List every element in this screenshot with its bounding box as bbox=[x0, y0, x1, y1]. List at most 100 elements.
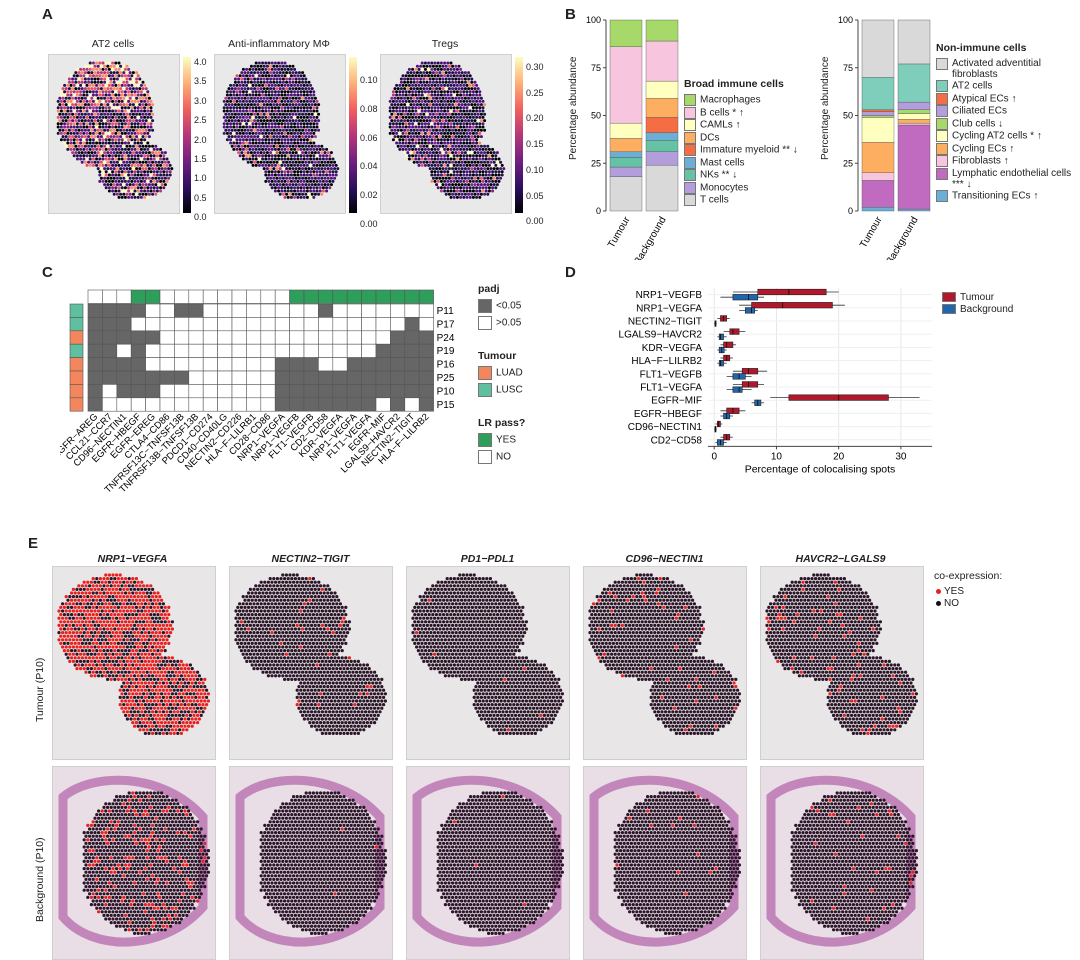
spot bbox=[90, 602, 93, 605]
spot bbox=[426, 119, 429, 122]
spot bbox=[138, 167, 141, 170]
spot bbox=[108, 624, 111, 627]
spot bbox=[416, 97, 419, 100]
spot bbox=[176, 710, 179, 713]
spot bbox=[147, 717, 150, 720]
spot bbox=[280, 158, 283, 161]
spot bbox=[312, 132, 315, 135]
spot bbox=[274, 164, 277, 167]
spot bbox=[94, 103, 97, 106]
spot bbox=[159, 158, 162, 161]
spot bbox=[290, 116, 293, 119]
spot bbox=[261, 164, 264, 167]
spot bbox=[461, 183, 464, 186]
spot bbox=[65, 645, 68, 648]
spot bbox=[71, 97, 74, 100]
spot bbox=[462, 132, 465, 135]
spot bbox=[432, 167, 435, 170]
spot bbox=[308, 87, 311, 90]
spot bbox=[312, 154, 315, 157]
spot bbox=[166, 174, 169, 177]
spot bbox=[448, 177, 451, 180]
spot bbox=[142, 627, 145, 630]
spot bbox=[65, 129, 68, 132]
spot bbox=[435, 65, 438, 68]
spot bbox=[239, 90, 242, 93]
spot bbox=[453, 116, 456, 119]
spot bbox=[185, 685, 188, 688]
spot bbox=[108, 581, 111, 584]
spot bbox=[129, 667, 132, 670]
spot bbox=[144, 653, 147, 656]
spot bbox=[244, 87, 247, 90]
spot bbox=[130, 100, 133, 103]
legend-item: Ciliated ECs bbox=[936, 105, 1007, 117]
map-title-tregs: Tregs bbox=[380, 38, 510, 50]
spot bbox=[446, 158, 449, 161]
spot bbox=[282, 78, 285, 81]
spot bbox=[467, 113, 470, 116]
nonimmune-legend-title: Non-immune cells bbox=[936, 42, 1026, 54]
spot bbox=[319, 180, 322, 183]
spot bbox=[450, 68, 453, 71]
spot bbox=[389, 126, 392, 129]
spot bbox=[73, 132, 76, 135]
spot bbox=[164, 183, 167, 186]
spot bbox=[284, 122, 287, 125]
spot bbox=[182, 678, 185, 681]
spot bbox=[482, 154, 485, 157]
spot bbox=[88, 671, 91, 674]
spot bbox=[94, 81, 97, 84]
spot bbox=[70, 100, 73, 103]
spot bbox=[97, 617, 100, 620]
spot bbox=[314, 167, 317, 170]
lr-pass-cell bbox=[131, 290, 145, 303]
spot bbox=[134, 74, 137, 77]
spot bbox=[93, 581, 96, 584]
spot bbox=[142, 177, 145, 180]
spot bbox=[143, 180, 146, 183]
spot bbox=[191, 667, 194, 670]
spot bbox=[124, 100, 127, 103]
spot bbox=[84, 649, 87, 652]
spot bbox=[115, 674, 118, 677]
spot bbox=[154, 145, 157, 148]
spot bbox=[148, 113, 151, 116]
spot bbox=[174, 692, 177, 695]
spot bbox=[480, 135, 483, 138]
spot bbox=[248, 126, 251, 129]
spot bbox=[156, 728, 159, 731]
bar-segment bbox=[646, 133, 678, 141]
y-tick-label: 75 bbox=[591, 63, 601, 73]
spot bbox=[132, 167, 135, 170]
spot bbox=[81, 599, 84, 602]
spot bbox=[478, 170, 481, 173]
spot bbox=[419, 103, 422, 106]
spot bbox=[429, 129, 432, 132]
spot bbox=[285, 113, 288, 116]
spot bbox=[432, 145, 435, 148]
spot bbox=[118, 116, 121, 119]
spot bbox=[183, 703, 186, 706]
spot bbox=[87, 65, 90, 68]
spot bbox=[124, 642, 127, 645]
spot bbox=[153, 663, 156, 666]
spot bbox=[475, 170, 478, 173]
spot bbox=[63, 620, 66, 623]
spot bbox=[138, 699, 141, 702]
spot bbox=[252, 116, 255, 119]
spot bbox=[454, 151, 457, 154]
spot bbox=[483, 167, 486, 170]
spot bbox=[229, 116, 232, 119]
spot bbox=[84, 151, 87, 154]
spot bbox=[277, 142, 280, 145]
spot bbox=[422, 129, 425, 132]
spot bbox=[108, 674, 111, 677]
spot bbox=[247, 161, 250, 164]
spot bbox=[111, 116, 114, 119]
spot bbox=[276, 71, 279, 74]
spot bbox=[72, 645, 75, 648]
spot bbox=[174, 699, 177, 702]
spot bbox=[478, 154, 481, 157]
spot bbox=[458, 193, 461, 196]
